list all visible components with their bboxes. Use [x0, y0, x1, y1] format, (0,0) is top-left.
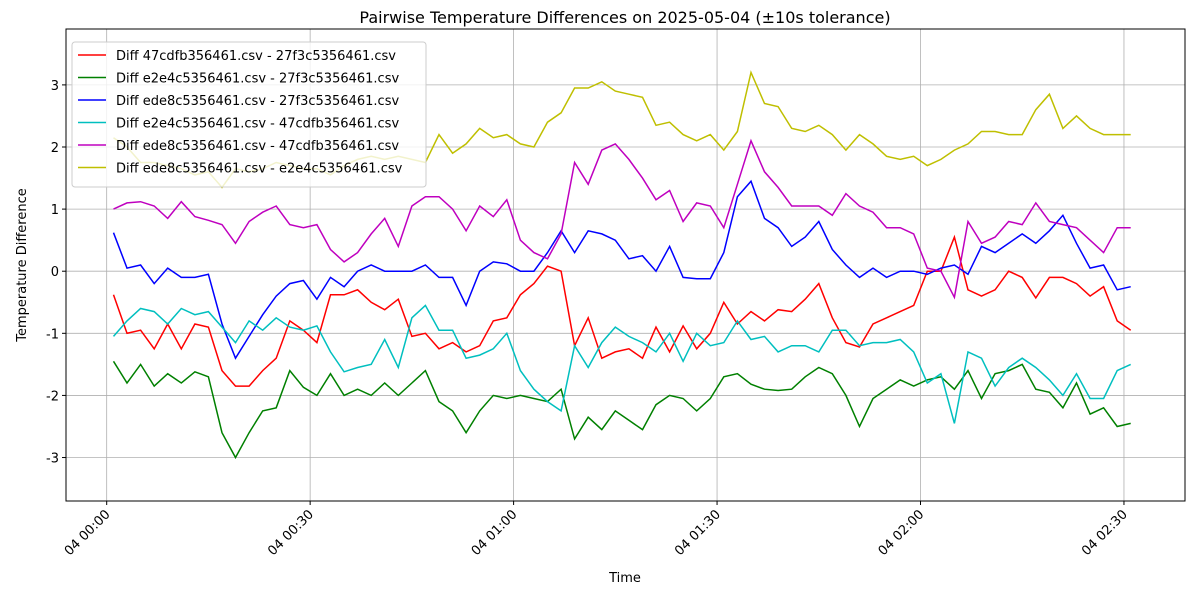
y-tick-label: 2 — [51, 141, 59, 156]
x-axis-label: Time — [608, 571, 641, 586]
legend-box — [71, 41, 427, 188]
y-tick-label: -1 — [46, 327, 59, 342]
series-line — [113, 138, 1131, 300]
legend-label: Diff e2e4c5356461.csv - 27f3c5356461.csv — [116, 72, 399, 87]
legend-label: Diff ede8c5356461.csv - 27f3c5356461.csv — [116, 94, 399, 109]
series-line — [112, 360, 1131, 460]
plot-frame — [65, 28, 1186, 502]
series-line — [112, 179, 1131, 360]
legend-label: Diff ede8c5356461.csv - 47cdfb356461.csv — [116, 139, 399, 154]
y-tick-label: -3 — [46, 452, 59, 467]
chart-title: Pairwise Temperature Differences on 2025… — [359, 8, 890, 27]
y-tick-label: 0 — [51, 265, 59, 280]
legend-label: Diff ede8c5356461.csv - e2e4c5356461.csv — [116, 162, 403, 177]
y-tick-label: 1 — [51, 203, 59, 218]
legend-label: Diff e2e4c5356461.csv - 47cdfb356461.csv — [116, 117, 399, 132]
y-tick-label: -2 — [46, 389, 59, 404]
legend-label: Diff 47cdfb356461.csv - 27f3c5356461.csv — [116, 49, 396, 64]
y-axis-label: Temperature Difference — [15, 188, 30, 343]
y-tick-label: 3 — [51, 79, 59, 94]
series-line — [112, 304, 1132, 424]
legend: Diff 47cdfb356461.csv - 27f3c5356461.csv… — [71, 41, 427, 188]
